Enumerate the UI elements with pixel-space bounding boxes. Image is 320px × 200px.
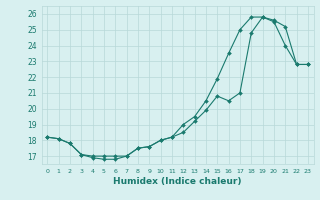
X-axis label: Humidex (Indice chaleur): Humidex (Indice chaleur) — [113, 177, 242, 186]
